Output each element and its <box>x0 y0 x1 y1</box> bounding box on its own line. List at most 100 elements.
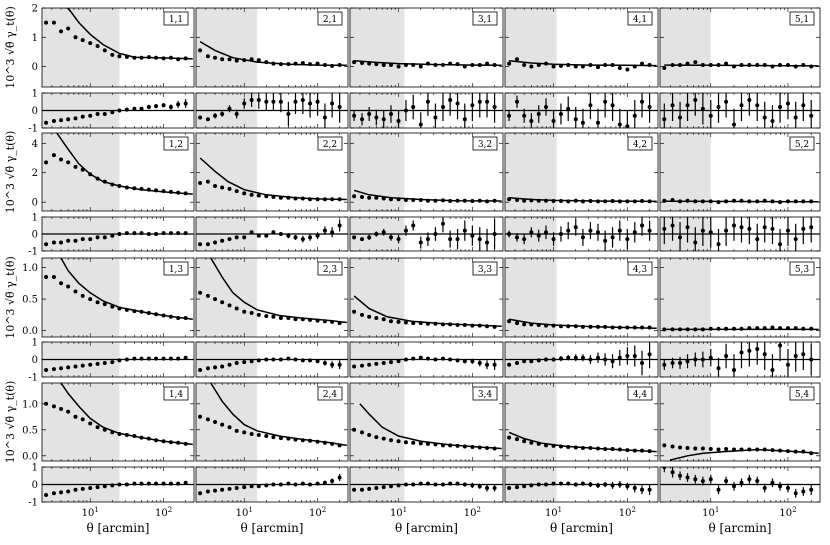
residual-points <box>507 481 652 495</box>
data-point <box>360 61 365 66</box>
residual-point <box>617 482 622 487</box>
residual-point <box>485 99 490 104</box>
residual-point <box>433 357 438 362</box>
residual-point <box>770 480 775 485</box>
data-point <box>551 198 556 203</box>
residual-point <box>551 481 556 486</box>
residual-point <box>264 483 269 488</box>
residual-point <box>747 348 752 353</box>
data-point <box>716 200 721 205</box>
residual-point <box>418 122 423 127</box>
data-point <box>536 63 541 68</box>
data-point <box>300 61 305 66</box>
residual-panel-11 <box>195 341 349 378</box>
residual-point <box>374 115 379 120</box>
residual-point <box>315 233 320 238</box>
data-point <box>566 199 571 204</box>
data-point <box>770 64 775 69</box>
panel-frame <box>349 466 504 503</box>
residual-point <box>168 481 173 486</box>
data-point <box>588 63 593 68</box>
data-point <box>146 55 151 60</box>
signal-panel-2: 3,1 <box>349 7 504 88</box>
data-point <box>747 447 752 452</box>
residual-point <box>264 357 269 362</box>
residual-point <box>139 481 144 486</box>
data-point <box>139 309 144 314</box>
residual-point <box>124 107 129 112</box>
residual-point <box>610 235 615 240</box>
data-point <box>801 326 806 331</box>
signal-panel-16: 2,4 <box>195 382 349 462</box>
residual-point <box>477 361 482 365</box>
data-point <box>610 198 615 203</box>
panel-frame <box>349 382 504 462</box>
residual-point <box>381 485 386 490</box>
panel-frame <box>41 257 195 338</box>
y-axis-title: 10^3 √θ̄ γ_t(θ) <box>4 6 17 89</box>
residual-point <box>110 110 115 115</box>
residual-points <box>352 217 497 251</box>
residual-point <box>647 105 652 109</box>
bin-label: 1,4 <box>169 390 184 400</box>
residual-point <box>625 484 630 489</box>
residual-point <box>154 232 159 236</box>
signal-panel-6: 2,2 <box>195 132 349 212</box>
residual-point <box>256 233 261 238</box>
data-point <box>360 430 365 435</box>
data-point <box>685 198 690 203</box>
data-point <box>662 327 667 332</box>
data-point <box>154 55 159 60</box>
y-axis-title: 10^3 √θ̄ γ_t(θ) <box>4 381 17 464</box>
residual-point <box>337 475 342 480</box>
data-point <box>809 64 814 69</box>
bin-label-box <box>163 261 189 276</box>
data-point <box>785 199 790 204</box>
data-point <box>396 197 401 202</box>
data-point <box>724 326 729 331</box>
data-point <box>330 197 335 202</box>
scale-cut-shading <box>196 258 258 337</box>
residual-point <box>73 364 78 369</box>
data-point <box>315 197 320 202</box>
data-point <box>455 198 460 203</box>
residual-point <box>367 486 372 491</box>
residual-point <box>249 230 254 235</box>
data-point <box>551 443 556 448</box>
data-point <box>448 443 453 448</box>
data-point <box>739 447 744 452</box>
panel-frame <box>195 216 349 252</box>
residual-point <box>352 364 357 369</box>
residual-point <box>227 106 232 111</box>
data-point <box>220 422 225 427</box>
residual-point <box>685 103 690 108</box>
residual-point <box>176 102 181 107</box>
residual-point <box>278 232 283 236</box>
residual-point <box>234 112 239 116</box>
data-point <box>330 63 335 68</box>
data-point <box>809 199 814 204</box>
residual-point <box>110 360 115 365</box>
data-point <box>293 196 298 201</box>
panel-frame <box>41 466 195 503</box>
data-point <box>220 57 225 62</box>
data-point <box>724 447 729 452</box>
data-point <box>322 197 327 202</box>
data-point <box>374 316 379 321</box>
data-point <box>522 63 527 68</box>
residual-point <box>809 357 814 362</box>
data-point <box>595 199 600 204</box>
residual-point <box>647 352 652 357</box>
residual-points <box>662 467 814 498</box>
residual-point <box>234 361 239 365</box>
data-point <box>168 314 173 319</box>
data-point <box>632 325 637 330</box>
data-point <box>470 323 475 328</box>
residual-point <box>220 364 225 369</box>
y-tick-label: 0.0 <box>22 326 38 337</box>
data-point <box>102 302 107 307</box>
residual-point <box>59 490 64 495</box>
residual-point <box>242 235 247 240</box>
residual-point <box>66 365 71 370</box>
data-point <box>507 61 512 66</box>
